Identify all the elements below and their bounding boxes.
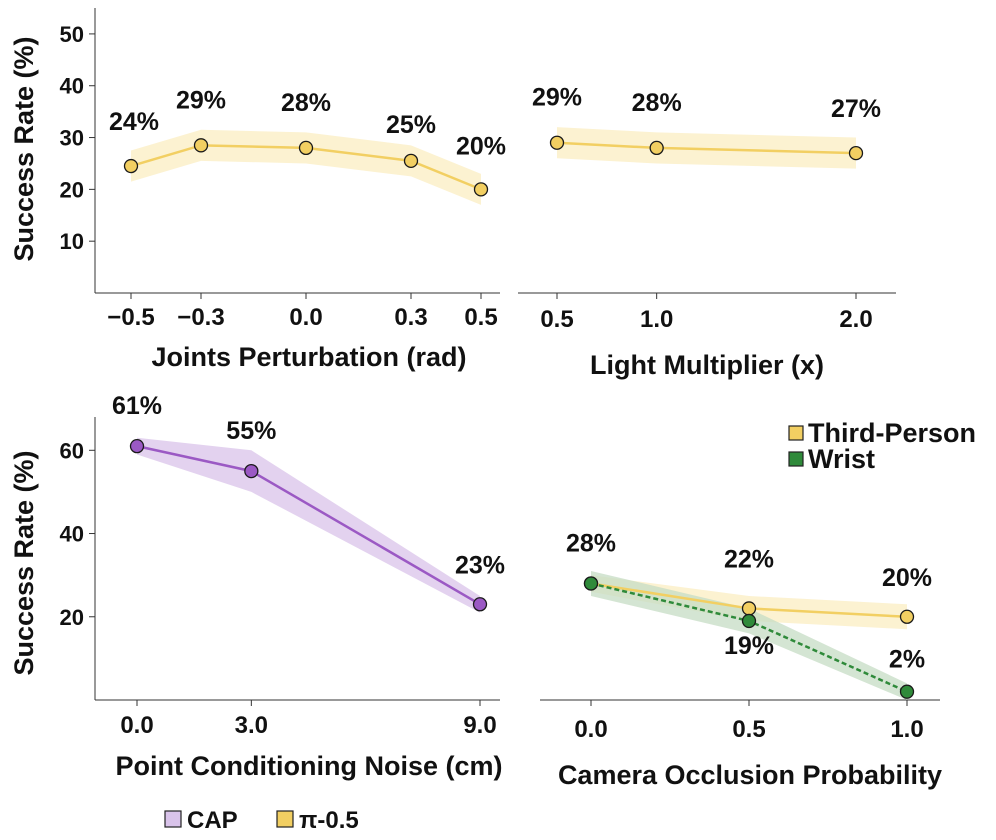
xtick-label: 0.3 [394, 304, 427, 331]
xtick-label: 0.5 [464, 304, 497, 331]
data-label: 2% [889, 646, 925, 674]
xtick-label: 3.0 [235, 712, 268, 739]
xtick-label: 0.5 [732, 716, 765, 743]
data-point [848, 145, 864, 161]
data-point [649, 140, 664, 156]
confidence-band-cap [137, 437, 480, 613]
xlabel-joints: Joints Perturbation (rad) [151, 342, 466, 372]
ytick-label: 20 [60, 177, 84, 202]
data-label: 29% [532, 84, 582, 112]
data-label: 55% [226, 417, 276, 445]
xtick-label: 0.0 [120, 712, 153, 739]
xlabel-occlusion: Camera Occlusion Probability [558, 760, 942, 790]
data-point [298, 140, 314, 156]
panel-occlusion: 0.0 0.5 1.0 28% 22% 20% 19% 2% Camera Occlusio… [540, 418, 976, 790]
ytick-label: 60 [60, 438, 84, 463]
data-point [583, 576, 599, 591]
data-point [473, 182, 489, 197]
data-label: 25% [386, 111, 436, 139]
data-point [193, 138, 209, 153]
xtick-label: 1.0 [640, 306, 673, 333]
panel-light: 0.5 1.0 2.0 29% 28% 27% Light Multiplier (x) [518, 84, 896, 380]
ytick-label: 50 [60, 22, 84, 47]
data-point [741, 601, 757, 616]
figure-legend-swatch-pi [276, 810, 294, 828]
data-label: 27% [831, 95, 881, 123]
xtick-label: 0.5 [540, 306, 573, 333]
panel-legend: Third-Person Wrist [788, 418, 976, 474]
xtick-label: 0.0 [574, 716, 607, 743]
data-point [899, 684, 915, 699]
data-label: 28% [281, 89, 331, 117]
panel-noise: Success Rate (%) 20 40 60 0.0 3.0 9.0 61% 55%… [9, 392, 505, 781]
confidence-band--0-5 [557, 127, 856, 169]
legend-label-wrist: Wrist [808, 444, 875, 474]
data-point [549, 135, 565, 150]
xtick-label: 9.0 [463, 712, 496, 739]
legend-swatch-third-person [788, 425, 804, 441]
figure-legend: CAP π-0.5 [164, 807, 359, 834]
data-point [899, 609, 915, 624]
data-label: 29% [176, 86, 226, 114]
ytick-label: 40 [60, 74, 84, 99]
data-label: 28% [566, 529, 616, 557]
xtick-label: −0.5 [107, 304, 154, 331]
xlabel-light: Light Multiplier (x) [590, 350, 824, 380]
ylabel-top: Success Rate (%) [9, 36, 39, 261]
data-point [472, 597, 488, 612]
figure-legend-label-pi: π-0.5 [299, 807, 359, 834]
xtick-label: 0.0 [289, 304, 322, 331]
data-label: 61% [112, 392, 162, 420]
data-label: 20% [456, 132, 506, 160]
data-point [403, 153, 419, 169]
legend-swatch-wrist [788, 451, 804, 467]
confidence-band--0-5 [131, 129, 481, 205]
panel-joints: Success Rate (%) 10 20 30 40 50 −0.5 −0.3 0.0 0… [9, 8, 506, 372]
data-label: 20% [882, 564, 932, 592]
data-label: 22% [724, 545, 774, 573]
data-label: 28% [632, 89, 682, 117]
ytick-label: 20 [60, 605, 84, 630]
xtick-label: −0.3 [177, 304, 224, 331]
data-point [123, 158, 139, 174]
data-label: 23% [455, 551, 505, 579]
data-point [129, 438, 145, 454]
legend-label-third-person: Third-Person [808, 418, 976, 448]
data-label: 19% [724, 632, 774, 660]
ytick-label: 40 [60, 522, 84, 547]
figure-legend-swatch-cap [164, 810, 182, 828]
ytick-label: 30 [60, 126, 84, 151]
ylabel-bottom: Success Rate (%) [9, 450, 39, 675]
ytick-label: 10 [60, 229, 84, 254]
data-point [741, 613, 757, 629]
data-point [244, 463, 259, 479]
xtick-label: 2.0 [839, 306, 872, 333]
xlabel-noise: Point Conditioning Noise (cm) [116, 751, 503, 781]
figure-legend-label-cap: CAP [187, 807, 238, 834]
data-label: 24% [109, 108, 159, 136]
xtick-label: 1.0 [890, 716, 923, 743]
